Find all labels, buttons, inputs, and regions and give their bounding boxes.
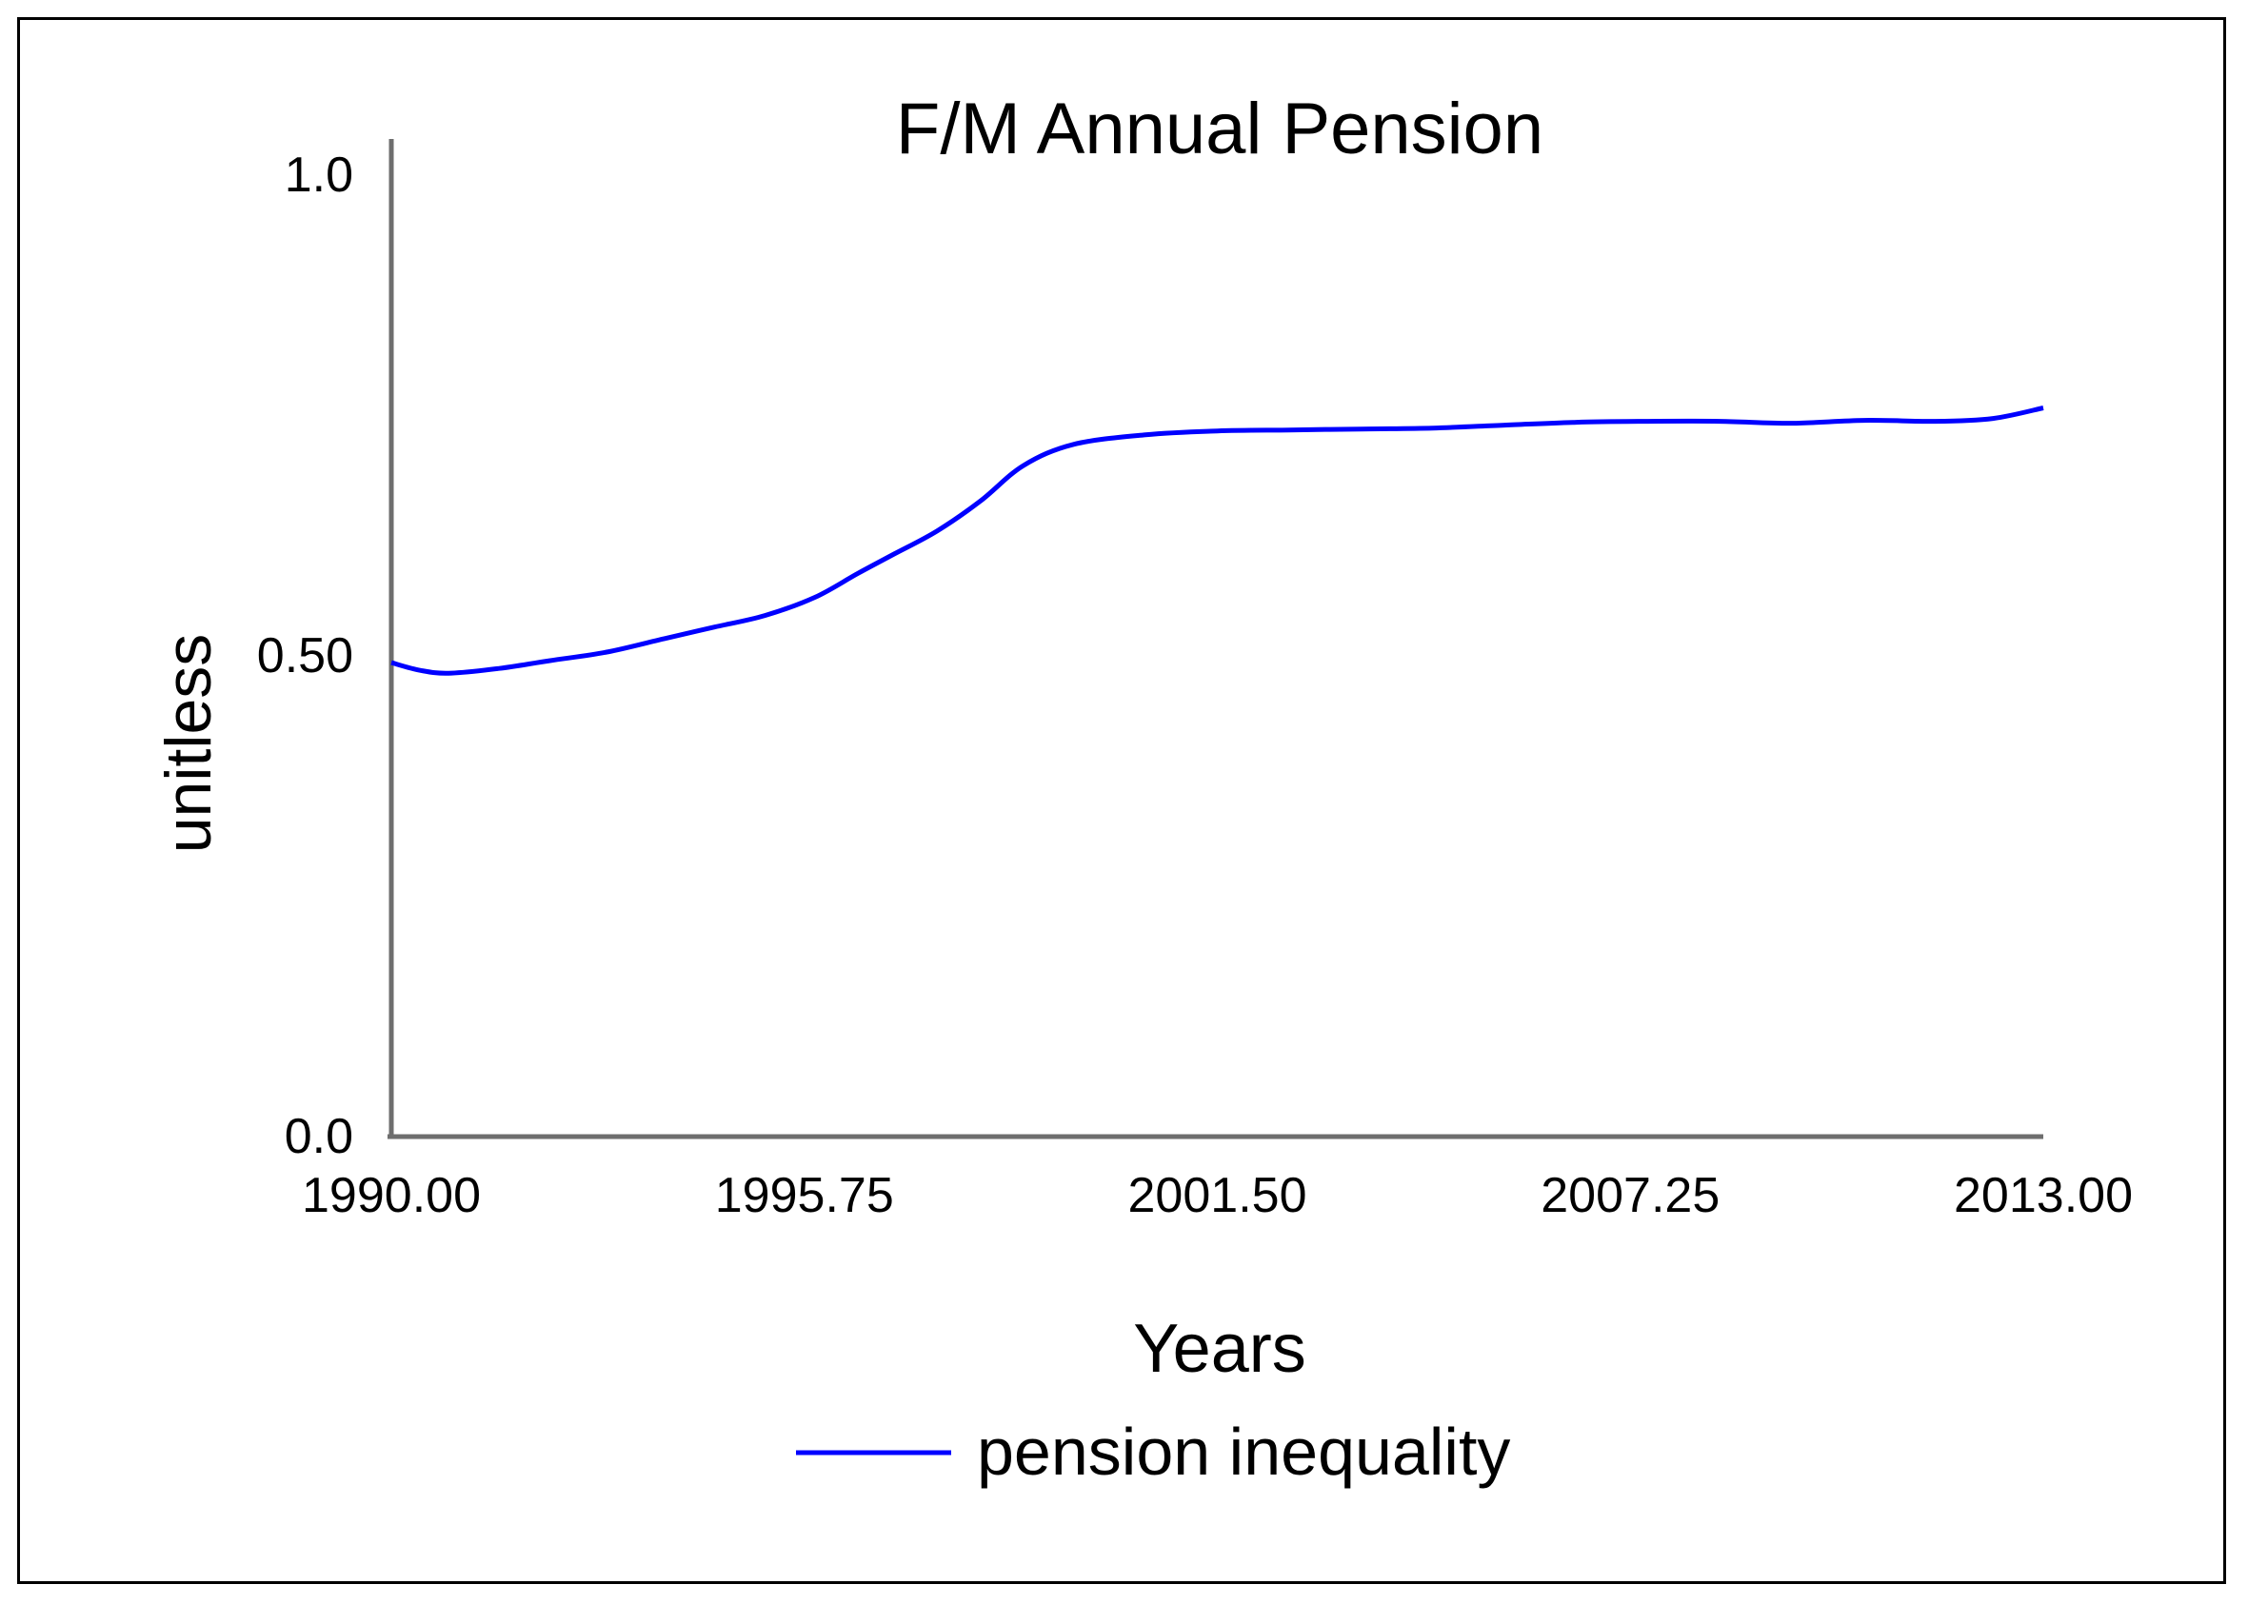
- y-tick-label: 0.0: [285, 1109, 353, 1164]
- legend: pension inequality: [796, 1415, 1510, 1489]
- x-tick-label: 1990.00: [302, 1168, 481, 1223]
- y-axis-label: unitless: [152, 634, 225, 854]
- legend-label-pension-inequality: pension inequality: [977, 1415, 1510, 1489]
- x-tick-labels: 1990.00 1995.75 2001.50 2007.25 2013.00: [302, 1168, 2133, 1223]
- line-chart: F/M Annual Pension unitless Years 0.0 0.5…: [152, 89, 2133, 1489]
- y-tick-label: 1.0: [285, 148, 353, 203]
- x-tick-label: 1995.75: [715, 1168, 894, 1223]
- x-tick-label: 2001.50: [1128, 1168, 1307, 1223]
- series-line-pension-inequality: [390, 406, 2044, 676]
- axes: [388, 139, 2043, 1139]
- series-layer: [390, 406, 2044, 676]
- x-tick-label: 2013.00: [1954, 1168, 2133, 1223]
- y-tick-label: 0.50: [257, 628, 353, 683]
- chart-title: F/M Annual Pension: [896, 89, 1543, 169]
- x-axis-label: Years: [1133, 1311, 1305, 1387]
- chart-frame: F/M Annual Pension unitless Years 0.0 0.5…: [17, 17, 2226, 1584]
- x-tick-label: 2007.25: [1541, 1168, 1720, 1223]
- y-tick-labels: 0.0 0.50 1.0: [257, 148, 353, 1164]
